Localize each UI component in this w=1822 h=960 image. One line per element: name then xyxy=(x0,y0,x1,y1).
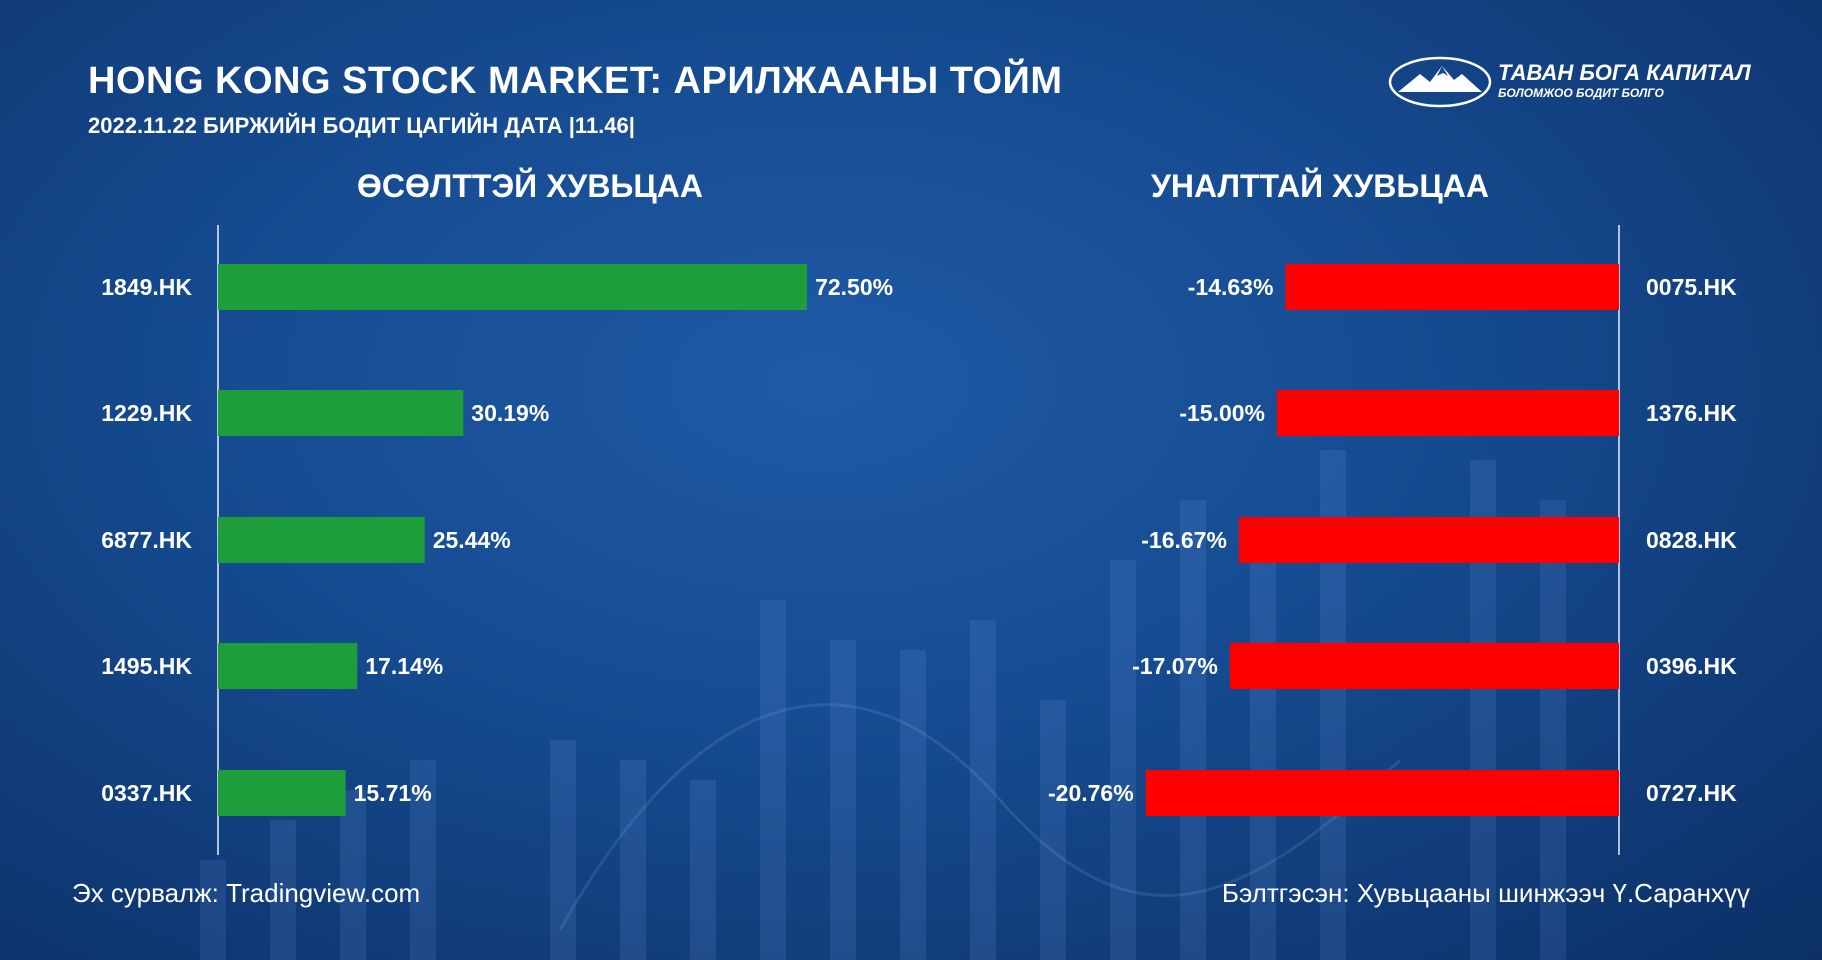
page-subtitle: 2022.11.22 БИРЖИЙН БОДИТ ЦАГИЙН ДАТА |11… xyxy=(88,113,635,138)
gainer-bar xyxy=(218,264,808,310)
gainer-ticker-label: 1849.HK xyxy=(101,274,192,300)
prepared-by-note: Бэлтгэсэн: Хувьцааны шинжээч Ү.Саранхүү xyxy=(1221,878,1750,908)
loser-bar xyxy=(1238,517,1619,563)
loser-ticker-label: 1376.HK xyxy=(1646,400,1737,426)
loser-value-label: -16.67% xyxy=(1141,527,1227,553)
losers-title: УНАЛТТАЙ ХУВЬЦАА xyxy=(1151,168,1489,204)
loser-ticker-label: 0828.HK xyxy=(1646,527,1737,553)
loser-bar xyxy=(1229,643,1619,689)
loser-bar xyxy=(1285,264,1619,310)
gainer-value-label: 30.19% xyxy=(471,400,549,426)
loser-value-label: -20.76% xyxy=(1048,780,1134,806)
loser-bar xyxy=(1145,770,1619,816)
gainer-value-label: 25.44% xyxy=(433,527,511,553)
loser-bar xyxy=(1277,390,1619,436)
gainer-value-label: 17.14% xyxy=(365,653,443,679)
gainer-ticker-label: 6877.HK xyxy=(101,527,192,553)
loser-value-label: -15.00% xyxy=(1179,400,1265,426)
gainer-bar xyxy=(218,643,358,689)
gainer-bar xyxy=(218,390,464,436)
mountain-emblem-icon xyxy=(1388,56,1492,108)
brand-logo: ТАВАН БОГА КАПИТАЛ БОЛОМЖОО БОДИТ БОЛГО xyxy=(1388,56,1751,108)
gainer-bar xyxy=(218,770,346,816)
gainer-value-label: 72.50% xyxy=(815,274,893,300)
gainer-ticker-label: 0337.HK xyxy=(101,780,192,806)
gainer-bar xyxy=(218,517,425,563)
page-title: HONG KONG STOCK MARKET: АРИЛЖААНЫ ТОЙМ xyxy=(88,60,1063,102)
loser-ticker-label: 0075.HK xyxy=(1646,274,1737,300)
loser-value-label: -17.07% xyxy=(1132,653,1218,679)
loser-ticker-label: 0727.HK xyxy=(1646,780,1737,806)
gainer-ticker-label: 1229.HK xyxy=(101,400,192,426)
loser-ticker-label: 0396.HK xyxy=(1646,653,1737,679)
source-note: Эх сурвалж: Tradingview.com xyxy=(72,878,421,908)
gainer-value-label: 15.71% xyxy=(354,780,432,806)
gainer-ticker-label: 1495.HK xyxy=(101,653,192,679)
brand-tagline: БОЛОМЖОО БОДИТ БОЛГО xyxy=(1498,86,1664,100)
brand-name: ТАВАН БОГА КАПИТАЛ xyxy=(1498,60,1751,85)
loser-value-label: -14.63% xyxy=(1188,274,1274,300)
gainers-title: ӨСӨЛТТЭЙ ХУВЬЦАА xyxy=(356,168,704,204)
